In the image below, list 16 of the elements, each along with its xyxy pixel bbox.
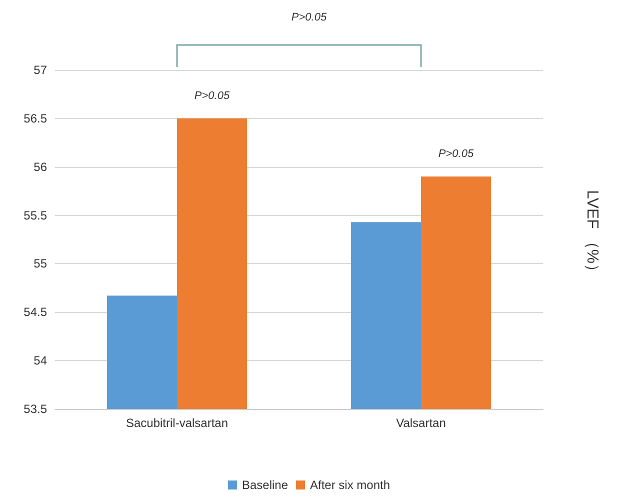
- y-tick-label: 55: [34, 256, 48, 271]
- y-tick-label: 56.5: [24, 111, 48, 126]
- y-tick-label: 53.5: [24, 402, 48, 416]
- y-tick-label: 54.5: [24, 305, 48, 320]
- annotation: P>0.05: [194, 90, 230, 102]
- y-axis-title: LVEF （%）: [584, 190, 600, 280]
- x-tick-label: Valsartan: [396, 416, 446, 430]
- y-tick-label: 56: [34, 160, 48, 174]
- legend-label: After six month: [310, 478, 390, 492]
- legend-label: Baseline: [242, 478, 288, 492]
- y-tick-label: 54: [34, 354, 48, 368]
- y-tick-label: 55.5: [24, 208, 48, 222]
- x-tick-label: Sacubitril-valsartan: [126, 416, 228, 430]
- text: P>0.05: [291, 12, 328, 24]
- y-tick-label: 57: [34, 63, 48, 77]
- annotation: P>0.05: [438, 148, 474, 160]
